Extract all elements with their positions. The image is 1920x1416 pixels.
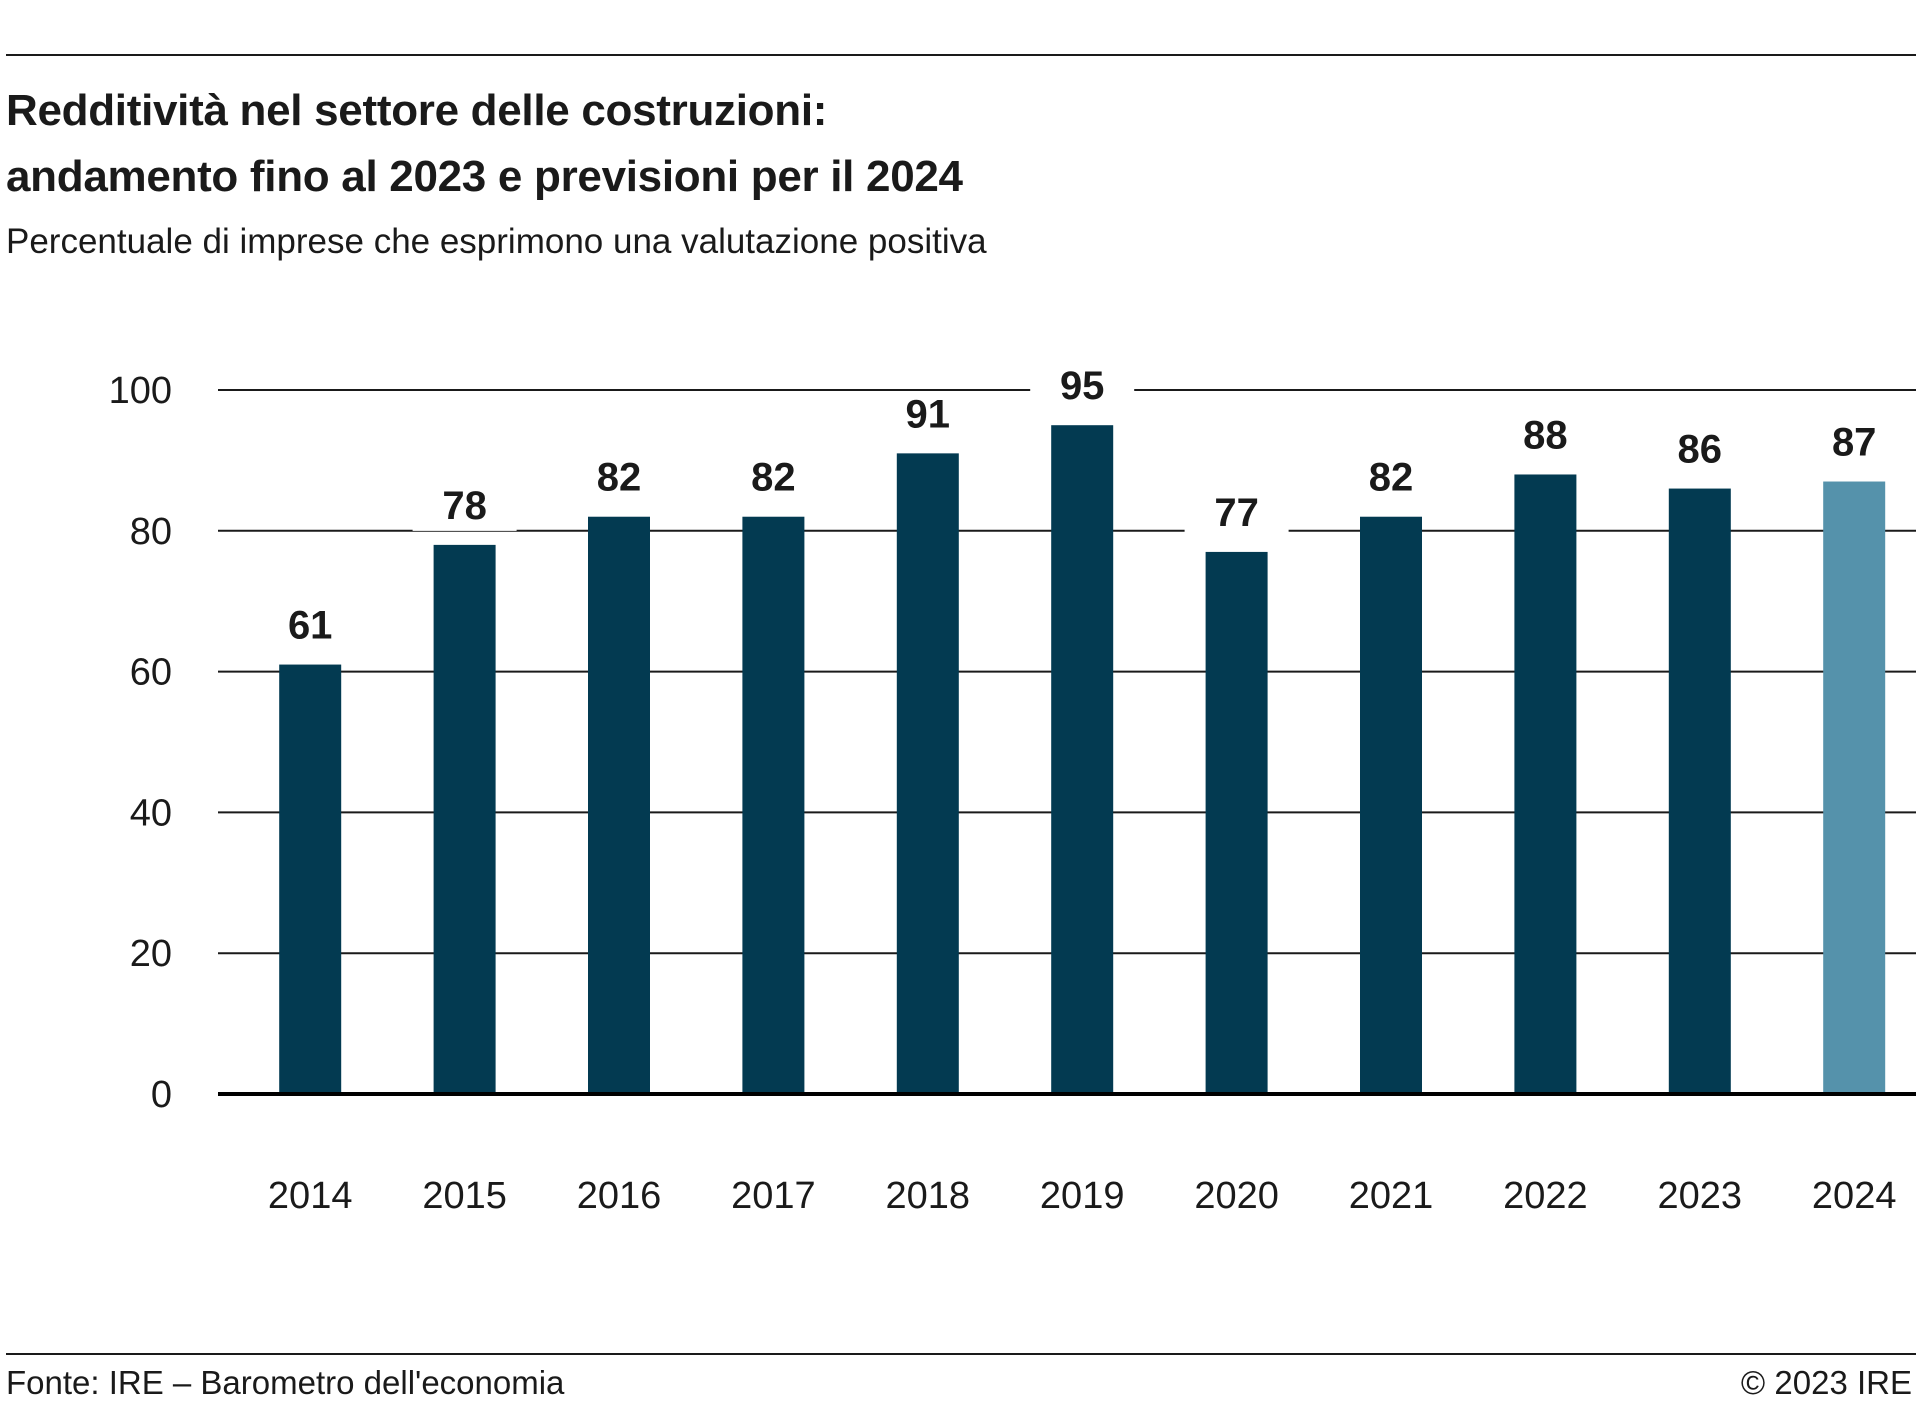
x-tick-label: 2018 bbox=[886, 1175, 971, 1217]
data-label-background bbox=[1647, 428, 1752, 475]
y-tick-label: 60 bbox=[130, 652, 172, 694]
data-label-2017: 82 bbox=[751, 456, 796, 500]
bar-chart: 61 78 82 82 91 95 77 82 88 86 87 0 20 40 60 80 100 2014 2… bbox=[109, 364, 1916, 1217]
x-tick-label: 2021 bbox=[1349, 1175, 1434, 1217]
data-label-2016: 82 bbox=[597, 456, 642, 500]
data-labels: 61 78 82 82 91 95 77 82 88 86 87 bbox=[258, 364, 1907, 651]
x-tick-label: 2023 bbox=[1658, 1175, 1743, 1217]
data-label-background bbox=[721, 456, 826, 503]
y-tick-label: 20 bbox=[130, 933, 172, 975]
copyright-note: © 2023 IRE bbox=[1740, 1364, 1912, 1401]
chart-title-line-1: Redditività nel settore delle costruzion… bbox=[6, 86, 828, 135]
data-label-background bbox=[1493, 414, 1598, 461]
bar-2015 bbox=[433, 544, 496, 1094]
data-label-background bbox=[412, 484, 517, 531]
data-label-background bbox=[1802, 421, 1907, 468]
data-label-background bbox=[567, 456, 671, 503]
x-tick-label: 2022 bbox=[1503, 1175, 1588, 1217]
x-tick-label: 2019 bbox=[1040, 1175, 1125, 1217]
data-label-background bbox=[1030, 365, 1135, 412]
chart-title-line-2: andamento fino al 2023 e previsioni per … bbox=[6, 152, 963, 201]
x-tick-label: 2016 bbox=[577, 1175, 662, 1217]
bar-2017 bbox=[742, 516, 805, 1094]
bar-2016 bbox=[588, 516, 650, 1094]
data-label-2015: 78 bbox=[442, 484, 487, 528]
y-tick-label: 0 bbox=[151, 1074, 172, 1116]
data-label-2018: 91 bbox=[906, 392, 951, 436]
data-label-2014: 61 bbox=[288, 604, 333, 648]
data-label-2021: 82 bbox=[1369, 456, 1414, 500]
bar-2019 bbox=[1051, 425, 1114, 1094]
axes: 0 20 40 60 80 100 2014 2015 2016 2017 2018 2019 2020… bbox=[109, 370, 1916, 1217]
y-tick-label: 80 bbox=[130, 511, 172, 553]
data-label-background bbox=[1339, 456, 1443, 503]
x-tick-label: 2017 bbox=[731, 1175, 816, 1217]
bar-2020 bbox=[1205, 551, 1268, 1094]
data-label-2024: 87 bbox=[1832, 421, 1877, 465]
x-tick-label: 2024 bbox=[1812, 1175, 1897, 1217]
data-label-2019: 95 bbox=[1060, 364, 1105, 408]
bottom-rule bbox=[6, 1353, 1916, 1355]
data-label-2022: 88 bbox=[1523, 413, 1568, 457]
data-label-2023: 86 bbox=[1678, 428, 1723, 472]
data-label-background bbox=[1184, 491, 1289, 538]
bar-2014 bbox=[279, 664, 342, 1094]
bar-2018 bbox=[896, 453, 959, 1094]
x-tick-label: 2014 bbox=[268, 1175, 353, 1217]
x-tick-label: 2020 bbox=[1194, 1175, 1279, 1217]
chart-title: Redditività nel settore delle costruzion… bbox=[6, 78, 1886, 210]
data-label-background bbox=[875, 393, 980, 440]
y-tick-label: 40 bbox=[130, 792, 172, 834]
y-tick-label: 100 bbox=[109, 370, 172, 412]
data-label-2020: 77 bbox=[1214, 491, 1259, 535]
bar-2022 bbox=[1514, 474, 1577, 1094]
data-label-background bbox=[258, 604, 363, 651]
x-tick-label: 2015 bbox=[422, 1175, 507, 1217]
chart-subtitle: Percentuale di imprese che esprimono una… bbox=[6, 222, 987, 261]
bar-2023 bbox=[1668, 488, 1731, 1094]
bar-2024 bbox=[1823, 481, 1886, 1094]
bar-2021 bbox=[1360, 516, 1422, 1094]
source-note: Fonte: IRE – Barometro dell'economia bbox=[6, 1364, 565, 1401]
top-rule bbox=[6, 54, 1916, 56]
bars bbox=[279, 425, 1886, 1094]
